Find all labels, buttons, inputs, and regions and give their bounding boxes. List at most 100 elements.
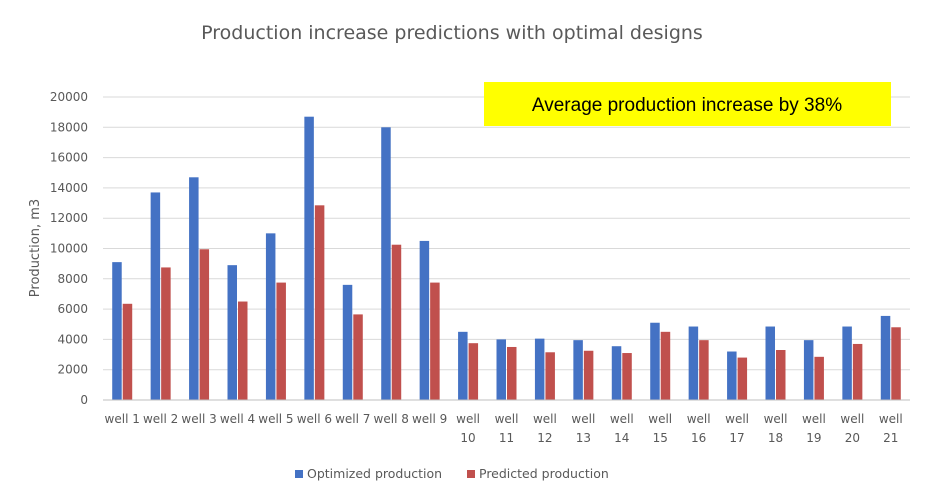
bar-predicted-21 [891, 327, 901, 400]
x-tick-label: well 7 [335, 412, 370, 426]
x-tick-label: well 14 [610, 412, 634, 445]
bars [112, 116, 901, 401]
bar-predicted-15 [660, 331, 671, 400]
y-axis-ticks: 0 2000 4000 6000 8000 10000 12000 14000 16000 180… [50, 90, 88, 407]
x-tick-label-line: well [648, 412, 672, 426]
x-tick-label-line: 18 [768, 431, 783, 445]
x-tick-label-line: 16 [691, 431, 706, 445]
bar-predicted-11 [507, 346, 517, 400]
bar-optimized-8 [381, 127, 391, 401]
x-tick-label-line: well 5 [258, 412, 293, 426]
x-tick-label-line: well 6 [297, 412, 332, 426]
x-tick-label: well 8 [374, 412, 409, 426]
legend: Optimized production Predicted production [295, 466, 609, 481]
x-tick-label: well 5 [258, 412, 293, 426]
x-tick-label-line: well 3 [181, 412, 216, 426]
x-tick-label-line: well [764, 412, 788, 426]
bar-optimized-5 [265, 233, 276, 400]
bar-predicted-17 [737, 357, 748, 400]
chart-title: Production increase predictions with opt… [201, 22, 703, 44]
y-tick-label: 12000 [50, 211, 88, 225]
x-tick-label-line: well [571, 412, 595, 426]
bar-predicted-19 [814, 356, 824, 400]
x-tick-label-line: well 2 [143, 412, 178, 426]
bar-optimized-18 [765, 326, 775, 400]
bar-predicted-1 [122, 303, 133, 400]
x-tick-label: well 21 [879, 412, 903, 445]
x-tick-label-line: well [610, 412, 634, 426]
annotation-callout: Average production increase by 38% [484, 82, 891, 126]
x-tick-label: well 20 [840, 412, 864, 445]
y-tick-label: 16000 [50, 151, 88, 165]
x-tick-label-line: well [687, 412, 711, 426]
y-tick-label: 18000 [50, 120, 88, 134]
bar-predicted-3 [199, 249, 210, 400]
x-tick-label-line: 21 [883, 431, 898, 445]
x-tick-label-line: well [802, 412, 826, 426]
bar-optimized-7 [342, 284, 353, 400]
x-tick-label-line: well 9 [412, 412, 447, 426]
x-tick-label-line: well [879, 412, 903, 426]
x-tick-label-line: well 4 [220, 412, 255, 426]
bar-optimized-19 [803, 340, 814, 400]
legend-label-predicted: Predicted production [479, 466, 609, 481]
x-tick-label: well 15 [648, 412, 672, 445]
bar-optimized-1 [112, 262, 122, 400]
y-axis-label: Production, m3 [28, 199, 43, 297]
annotation-background [484, 82, 891, 126]
bar-optimized-15 [650, 322, 660, 400]
bar-optimized-4 [227, 265, 237, 400]
x-axis-ticks: well 1 well 2 well 3 well 4 well 5 well 6 well… [105, 412, 903, 445]
bar-optimized-13 [573, 340, 583, 400]
bar-optimized-21 [880, 315, 891, 400]
bar-optimized-12 [534, 338, 545, 400]
x-tick-label-line: well [456, 412, 480, 426]
bar-predicted-13 [583, 350, 594, 400]
x-tick-label: well 12 [533, 412, 557, 445]
x-tick-label-line: 19 [806, 431, 821, 445]
bar-predicted-20 [852, 343, 863, 400]
x-tick-label-line: 17 [729, 431, 744, 445]
bar-optimized-6 [304, 116, 314, 400]
bar-optimized-14 [611, 346, 622, 400]
y-tick-label: 8000 [57, 272, 88, 286]
y-tick-label: 10000 [50, 242, 88, 256]
x-tick-label: well 4 [220, 412, 255, 426]
x-tick-label-line: well 8 [374, 412, 409, 426]
x-tick-label-line: 12 [537, 431, 552, 445]
x-tick-label: well 13 [571, 412, 595, 445]
y-tick-label: 4000 [57, 332, 88, 346]
bar-optimized-17 [727, 351, 737, 400]
bar-predicted-9 [430, 282, 440, 400]
y-tick-label: 6000 [57, 302, 88, 316]
bar-predicted-12 [545, 352, 555, 400]
bar-predicted-4 [238, 301, 248, 400]
bar-predicted-10 [468, 343, 479, 400]
x-tick-label-line: 20 [845, 431, 860, 445]
bar-predicted-6 [314, 205, 325, 400]
bar-optimized-10 [458, 331, 468, 400]
y-tick-label: 2000 [57, 363, 88, 377]
bar-predicted-8 [391, 244, 402, 400]
x-tick-label-line: well [495, 412, 519, 426]
x-tick-label: well 6 [297, 412, 332, 426]
x-tick-label-line: 15 [653, 431, 668, 445]
bar-predicted-5 [276, 282, 286, 400]
x-tick-label-line: 13 [576, 431, 591, 445]
annotation-text: Average production increase by 38% [532, 95, 842, 116]
legend-swatch-optimized [295, 470, 303, 478]
legend-swatch-predicted [467, 470, 475, 478]
x-tick-label-line: well [840, 412, 864, 426]
x-tick-label-line: well 7 [335, 412, 370, 426]
x-tick-label: well 17 [725, 412, 749, 445]
grid-lines [103, 96, 910, 371]
x-tick-label-line: well [533, 412, 557, 426]
bar-predicted-2 [161, 267, 171, 400]
x-tick-label-line: well 1 [105, 412, 140, 426]
x-tick-label: well 9 [412, 412, 447, 426]
bar-optimized-2 [150, 192, 161, 400]
x-tick-label: well 19 [802, 412, 826, 445]
x-tick-label-line: well [725, 412, 749, 426]
bar-predicted-14 [622, 353, 632, 400]
